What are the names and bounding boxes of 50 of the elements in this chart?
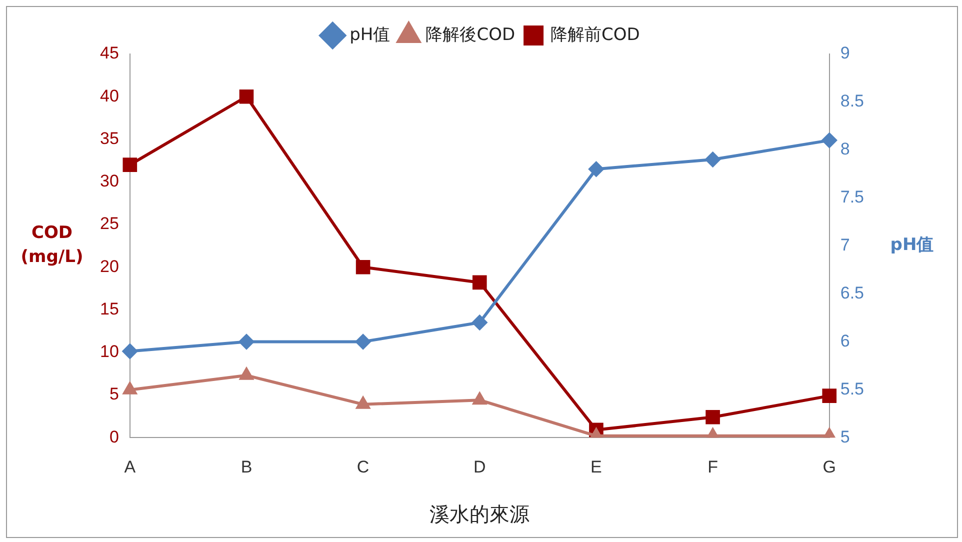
- legend-label: 降解後COD: [426, 24, 516, 45]
- y2-tick-label: 6: [840, 331, 850, 350]
- point: [472, 392, 486, 405]
- y2-tick-label: 6.5: [840, 283, 864, 302]
- y-tick-label: 5: [109, 384, 119, 404]
- x-axis-title: 溪水的來源: [430, 502, 530, 526]
- x-tick-label: A: [124, 457, 136, 476]
- legend-label: 降解前COD: [550, 24, 640, 45]
- y2-axis-title: pH值: [890, 235, 934, 256]
- y-tick-label: 40: [100, 86, 119, 106]
- point: [822, 132, 837, 148]
- point: [356, 334, 371, 350]
- y2-tick-label: 8: [840, 140, 850, 159]
- y2-tick-label: 5.5: [840, 379, 864, 398]
- x-tick-label: G: [822, 457, 836, 476]
- y2-tick-label: 7: [840, 235, 850, 254]
- y-axis-title: COD (mg/L): [20, 223, 84, 268]
- x-tick-label: D: [474, 457, 486, 476]
- point: [706, 428, 720, 438]
- point: [356, 260, 370, 274]
- y-tick-label: 20: [100, 256, 119, 276]
- point: [122, 344, 138, 359]
- x-tick-label: E: [590, 457, 602, 476]
- x-tick-label: B: [240, 457, 252, 476]
- point: [240, 368, 254, 380]
- point: [590, 428, 603, 438]
- point: [356, 396, 370, 409]
- y-tick-label: 15: [100, 299, 119, 318]
- point: [238, 334, 254, 350]
- point: [239, 89, 254, 104]
- legend-label: pH值: [350, 24, 390, 45]
- y2-tick-label: 5: [840, 427, 850, 446]
- point: [122, 158, 138, 172]
- point: [472, 315, 488, 330]
- point: [705, 152, 720, 167]
- point: [123, 382, 137, 394]
- x-tick-label: C: [356, 457, 370, 476]
- y2-tick-label: 8.5: [840, 92, 864, 111]
- y-tick-label: 0: [109, 427, 119, 446]
- y-tick-label: 10: [100, 342, 119, 362]
- y-tick-label: 45: [100, 44, 119, 63]
- y-tick-label: 35: [100, 128, 119, 148]
- point: [472, 275, 487, 290]
- point: [588, 162, 604, 177]
- y2-tick-label: 7.5: [840, 188, 864, 207]
- x-tick-label: F: [708, 457, 718, 476]
- y2-tick-label: 9: [840, 44, 850, 63]
- y-tick-label: 25: [100, 214, 119, 234]
- y-tick-label: 30: [100, 172, 119, 191]
- point: [822, 428, 836, 438]
